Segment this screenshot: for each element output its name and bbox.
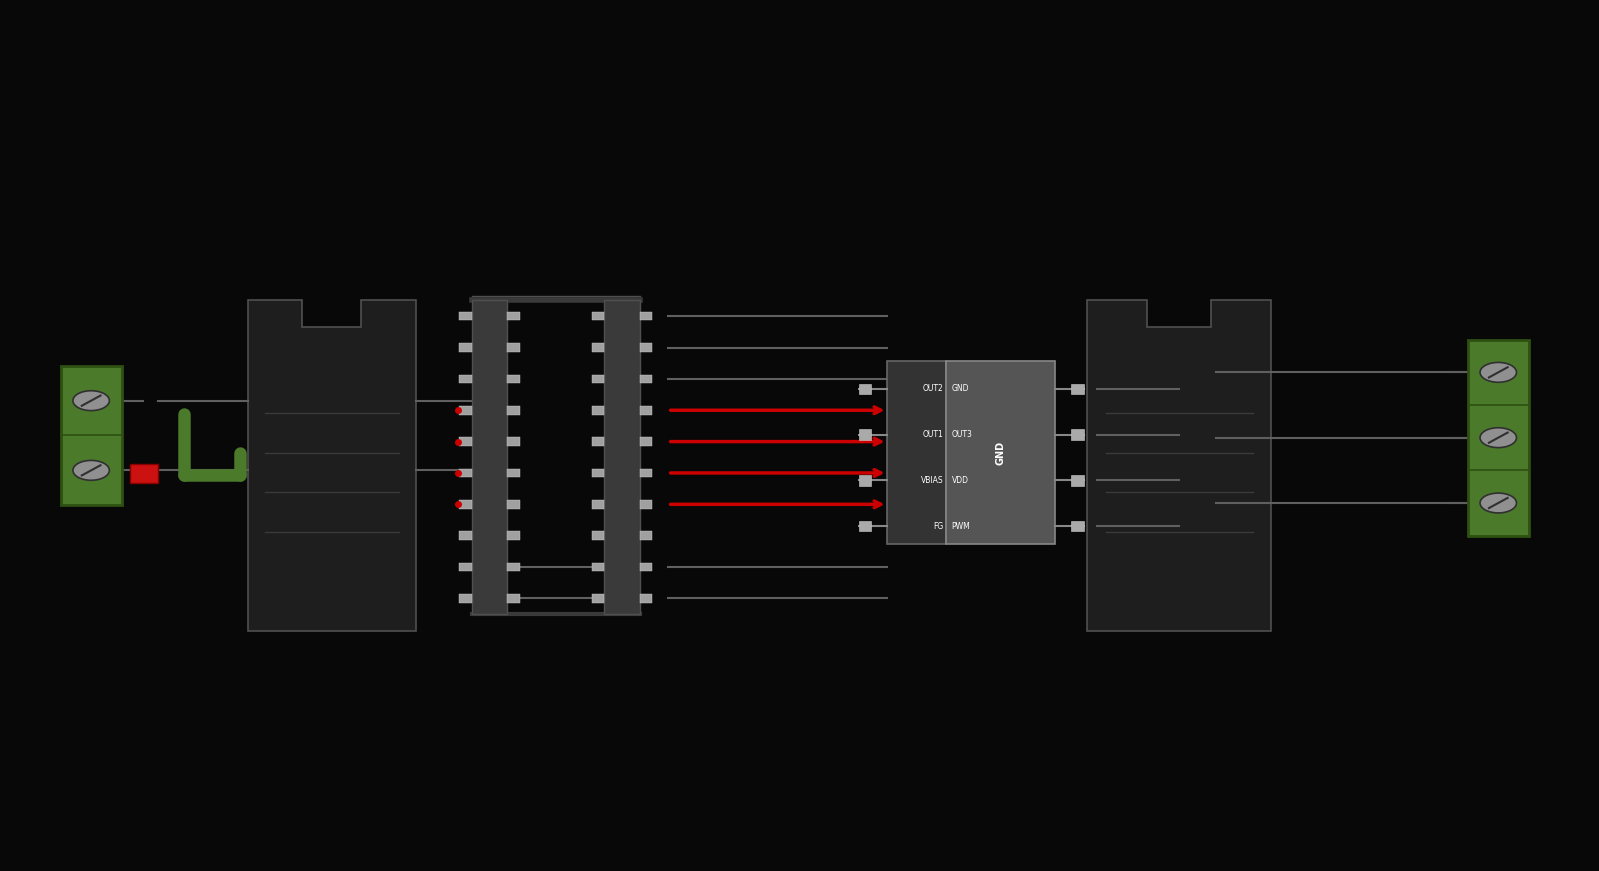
Circle shape (1481, 493, 1516, 513)
Bar (459, 500, 472, 509)
Text: VBIAS: VBIAS (921, 476, 943, 485)
Bar (640, 531, 652, 540)
Bar (1468, 340, 1529, 536)
Bar (1071, 476, 1084, 486)
Bar (640, 406, 652, 415)
Bar (592, 531, 604, 540)
Circle shape (1481, 362, 1516, 382)
Bar (859, 476, 871, 486)
Bar (507, 469, 520, 477)
Bar (459, 437, 472, 446)
Bar (592, 312, 604, 321)
Bar (130, 464, 158, 483)
Bar (592, 594, 604, 603)
Text: OUT1: OUT1 (923, 430, 943, 439)
Circle shape (74, 461, 109, 480)
Bar (640, 437, 652, 446)
Bar (592, 500, 604, 509)
Bar (459, 594, 472, 603)
Bar (507, 500, 520, 509)
Circle shape (1481, 428, 1516, 448)
Bar (507, 594, 520, 603)
Bar (859, 383, 871, 394)
Text: VDD: VDD (951, 476, 969, 485)
Bar (459, 406, 472, 415)
Bar (61, 366, 122, 505)
Bar (887, 361, 947, 544)
Bar (459, 531, 472, 540)
Bar (640, 500, 652, 509)
Bar (507, 312, 520, 321)
Text: OUT3: OUT3 (951, 430, 972, 439)
Bar (604, 300, 640, 614)
Circle shape (74, 391, 109, 410)
Bar (472, 300, 507, 614)
Bar (459, 343, 472, 352)
Bar (859, 429, 871, 440)
Bar (592, 469, 604, 477)
Text: GND: GND (996, 441, 1006, 465)
Bar (640, 312, 652, 321)
Bar (859, 521, 871, 531)
Bar (947, 361, 1055, 544)
Bar (592, 343, 604, 352)
Bar (640, 594, 652, 603)
Bar (640, 563, 652, 571)
Text: OUT2: OUT2 (923, 384, 943, 394)
Bar (1071, 383, 1084, 394)
Text: PWM: PWM (951, 522, 971, 530)
Bar (592, 375, 604, 383)
Bar (507, 375, 520, 383)
Bar (592, 437, 604, 446)
Bar (592, 406, 604, 415)
Bar (592, 563, 604, 571)
Bar (640, 469, 652, 477)
Bar (640, 375, 652, 383)
Bar (640, 343, 652, 352)
Bar (1071, 429, 1084, 440)
Bar (507, 531, 520, 540)
Polygon shape (1087, 300, 1271, 631)
Bar (507, 406, 520, 415)
Text: FG: FG (934, 522, 943, 530)
Bar (507, 343, 520, 352)
Bar (1071, 521, 1084, 531)
Polygon shape (248, 300, 416, 631)
Bar (459, 375, 472, 383)
Bar (459, 469, 472, 477)
Text: GND: GND (951, 384, 969, 394)
Bar (507, 563, 520, 571)
Bar (507, 437, 520, 446)
Bar (459, 563, 472, 571)
Bar (459, 312, 472, 321)
